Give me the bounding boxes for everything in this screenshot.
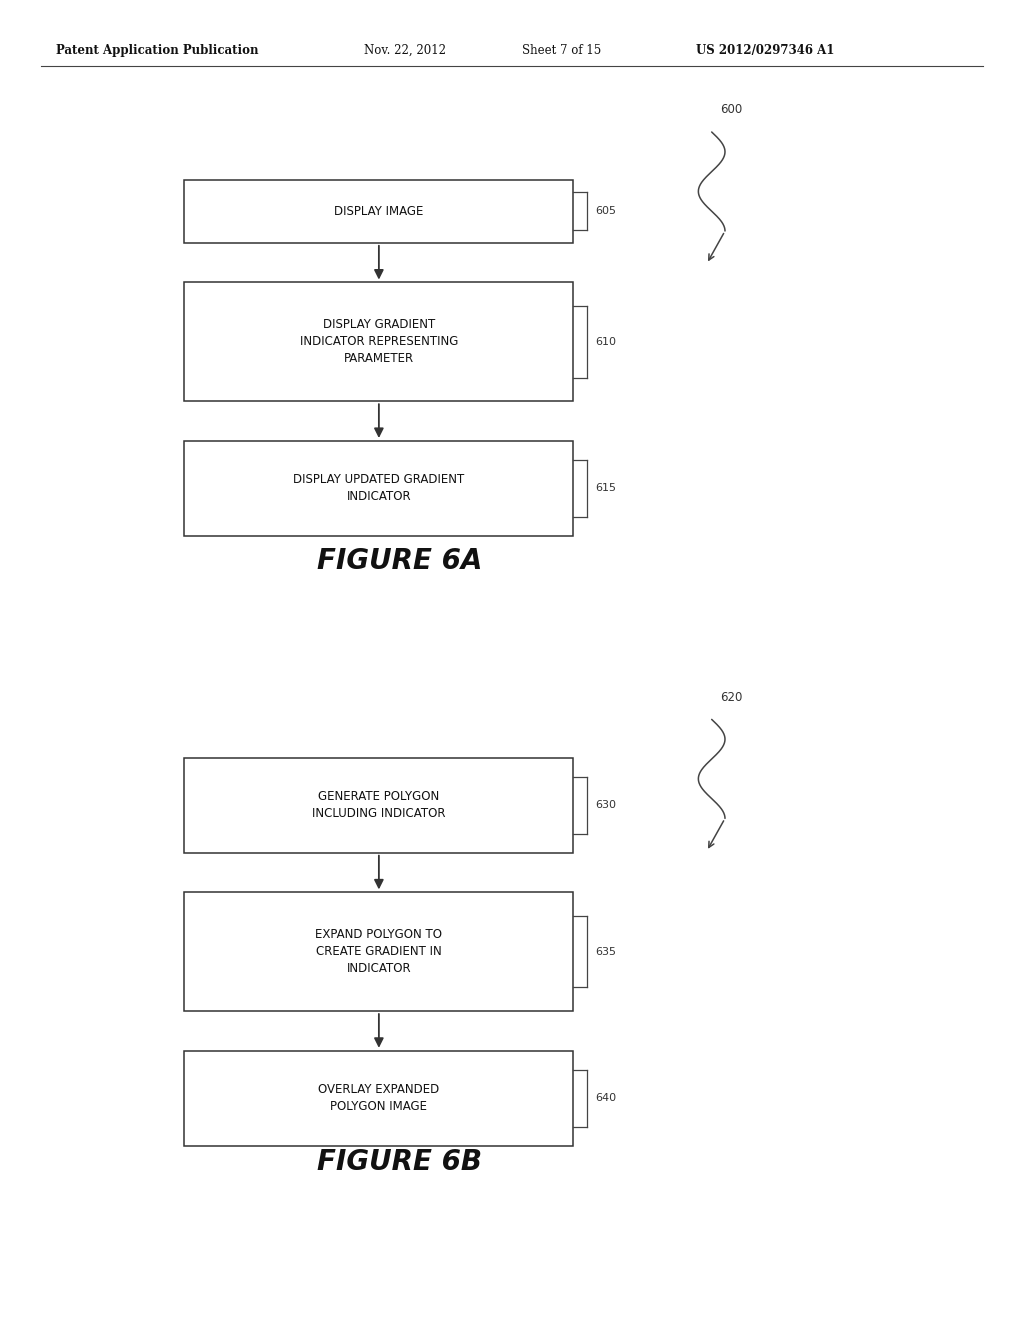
Text: Patent Application Publication: Patent Application Publication [56, 44, 259, 57]
Text: DISPLAY GRADIENT
INDICATOR REPRESENTING
PARAMETER: DISPLAY GRADIENT INDICATOR REPRESENTING … [300, 318, 458, 366]
Text: FIGURE 6B: FIGURE 6B [316, 1147, 482, 1176]
Text: 600: 600 [720, 103, 742, 116]
Text: Sheet 7 of 15: Sheet 7 of 15 [522, 44, 601, 57]
FancyBboxPatch shape [184, 1051, 573, 1146]
Text: OVERLAY EXPANDED
POLYGON IMAGE: OVERLAY EXPANDED POLYGON IMAGE [318, 1084, 439, 1113]
Text: DISPLAY UPDATED GRADIENT
INDICATOR: DISPLAY UPDATED GRADIENT INDICATOR [293, 474, 465, 503]
Text: 610: 610 [595, 337, 616, 347]
Text: 620: 620 [720, 690, 742, 704]
Text: DISPLAY IMAGE: DISPLAY IMAGE [334, 205, 424, 218]
Text: US 2012/0297346 A1: US 2012/0297346 A1 [696, 44, 835, 57]
FancyBboxPatch shape [184, 282, 573, 401]
Text: 635: 635 [595, 946, 616, 957]
Text: 630: 630 [595, 800, 616, 810]
Text: 605: 605 [595, 206, 616, 216]
Text: FIGURE 6A: FIGURE 6A [316, 546, 482, 576]
Text: GENERATE POLYGON
INCLUDING INDICATOR: GENERATE POLYGON INCLUDING INDICATOR [312, 791, 445, 820]
FancyBboxPatch shape [184, 180, 573, 243]
FancyBboxPatch shape [184, 441, 573, 536]
Text: Nov. 22, 2012: Nov. 22, 2012 [364, 44, 445, 57]
Text: 640: 640 [595, 1093, 616, 1104]
FancyBboxPatch shape [184, 892, 573, 1011]
Text: EXPAND POLYGON TO
CREATE GRADIENT IN
INDICATOR: EXPAND POLYGON TO CREATE GRADIENT IN IND… [315, 928, 442, 975]
FancyBboxPatch shape [184, 758, 573, 853]
Text: 615: 615 [595, 483, 616, 494]
